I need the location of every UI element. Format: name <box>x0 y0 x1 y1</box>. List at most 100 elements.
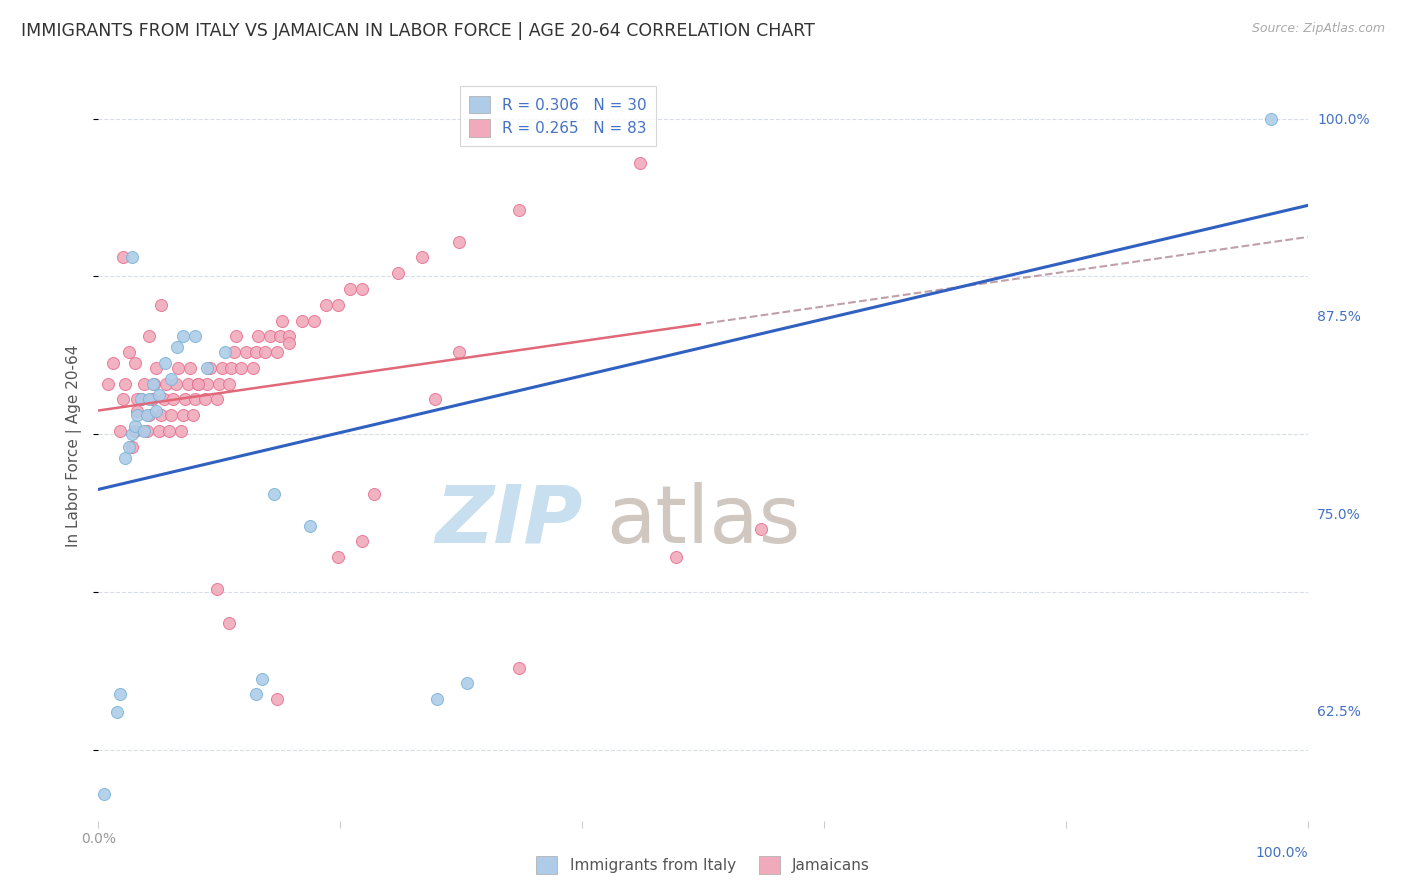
Point <box>135 424 157 438</box>
Point <box>160 409 183 423</box>
Point <box>101 356 124 370</box>
Point <box>111 392 134 407</box>
Point <box>278 335 301 350</box>
Point <box>181 409 204 423</box>
Point <box>138 392 160 407</box>
Point <box>124 356 146 370</box>
Point <box>299 518 322 533</box>
Point <box>211 360 233 375</box>
Point <box>350 534 373 549</box>
Point <box>665 550 688 565</box>
Point <box>138 409 160 423</box>
Point <box>184 329 207 343</box>
Point <box>97 376 120 391</box>
Point <box>749 522 772 536</box>
Point <box>172 329 194 343</box>
Point <box>153 356 176 370</box>
Point <box>302 313 325 327</box>
Point <box>141 392 163 407</box>
Point <box>225 329 247 343</box>
Point <box>169 424 191 438</box>
Point <box>172 409 194 423</box>
Point <box>447 345 470 359</box>
Point <box>166 340 188 354</box>
Point <box>179 360 201 375</box>
Point <box>111 251 134 265</box>
Point <box>205 582 228 596</box>
Point <box>423 392 446 407</box>
Point <box>105 705 128 719</box>
Point <box>426 692 449 706</box>
Point <box>127 403 149 417</box>
Point <box>135 409 157 423</box>
Point <box>143 376 166 391</box>
Point <box>254 345 277 359</box>
Point <box>339 282 361 296</box>
Text: Source: ZipAtlas.com: Source: ZipAtlas.com <box>1251 22 1385 36</box>
Point <box>214 345 236 359</box>
Legend: Immigrants from Italy, Jamaicans: Immigrants from Italy, Jamaicans <box>530 850 876 880</box>
Point <box>114 450 136 465</box>
Point <box>247 329 270 343</box>
Point <box>411 251 433 265</box>
Legend: R = 0.306   N = 30, R = 0.265   N = 83: R = 0.306 N = 30, R = 0.265 N = 83 <box>460 87 657 146</box>
Point <box>363 487 385 501</box>
Y-axis label: In Labor Force | Age 20-64: In Labor Force | Age 20-64 <box>66 345 83 547</box>
Point <box>108 424 131 438</box>
Point <box>127 392 149 407</box>
Point <box>508 203 530 218</box>
Point <box>326 550 349 565</box>
Point <box>150 298 173 312</box>
Point <box>121 440 143 454</box>
Point <box>218 616 240 631</box>
Point <box>208 376 231 391</box>
Point <box>245 688 267 702</box>
Point <box>150 409 173 423</box>
Point <box>194 392 217 407</box>
Point <box>160 372 183 386</box>
Point <box>184 392 207 407</box>
Point <box>129 392 152 407</box>
Point <box>456 676 478 690</box>
Point <box>1260 112 1282 126</box>
Point <box>278 329 301 343</box>
Point <box>195 360 218 375</box>
Point <box>118 345 141 359</box>
Point <box>250 672 273 686</box>
Point <box>157 424 180 438</box>
Point <box>177 376 200 391</box>
Point <box>266 692 288 706</box>
Text: IMMIGRANTS FROM ITALY VS JAMAICAN IN LABOR FORCE | AGE 20-64 CORRELATION CHART: IMMIGRANTS FROM ITALY VS JAMAICAN IN LAB… <box>21 22 815 40</box>
Point <box>138 329 160 343</box>
Point <box>127 409 149 423</box>
Point <box>266 345 288 359</box>
Point <box>387 266 409 280</box>
Point <box>165 376 187 391</box>
Point <box>218 376 240 391</box>
Point <box>508 660 530 674</box>
Point <box>174 392 197 407</box>
Point <box>121 251 143 265</box>
Point <box>93 787 115 801</box>
Point <box>263 487 285 501</box>
Point <box>108 688 131 702</box>
Point <box>229 360 252 375</box>
Point <box>121 427 143 442</box>
Text: 100.0%: 100.0% <box>1256 846 1308 860</box>
Point <box>187 376 209 391</box>
Point <box>326 298 349 312</box>
Point <box>350 282 373 296</box>
Point <box>148 388 170 402</box>
Point <box>142 376 165 391</box>
Point <box>242 360 264 375</box>
Point <box>118 440 141 454</box>
Point <box>145 360 167 375</box>
Point <box>187 376 209 391</box>
Point <box>124 419 146 434</box>
Point <box>134 376 156 391</box>
Point <box>271 313 294 327</box>
Point <box>290 313 312 327</box>
Point <box>167 360 190 375</box>
Point <box>235 345 257 359</box>
Point <box>259 329 281 343</box>
